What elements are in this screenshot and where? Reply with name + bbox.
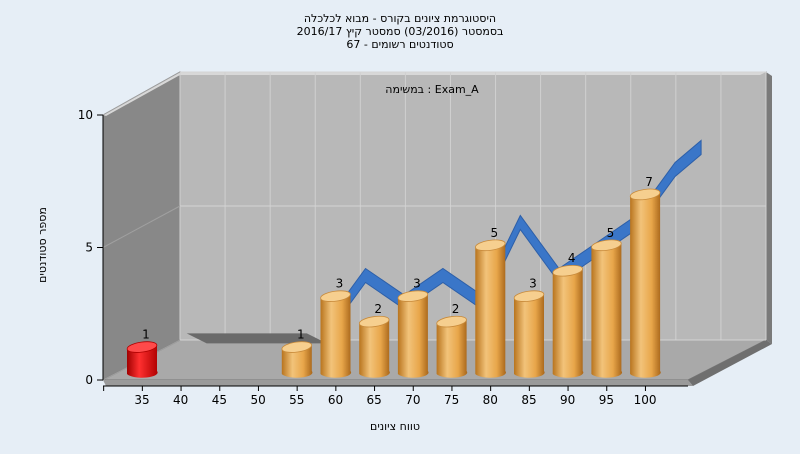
x-tick-label: 100 [634,393,657,407]
bar-top [475,239,506,252]
data-label: 4 [568,251,576,265]
bar-body [127,345,158,378]
bar-top [513,290,545,302]
ribbon-shadow [186,333,327,344]
bar-body [514,294,545,378]
x-tick-label: 80 [483,393,498,407]
bar-top [126,341,158,353]
x-tick-label: 50 [250,393,265,407]
bar-top [281,341,313,353]
bars [126,188,661,378]
floor-front-edge [103,380,693,386]
x-tick-label: 85 [521,393,536,407]
x-tick-label: 60 [328,393,343,407]
chart-annotation: במשימה : Exam_A [385,83,479,96]
y-tick-label: 10 [78,108,93,122]
data-label: 2 [374,302,382,316]
bar-body [359,320,390,378]
bar-body [436,320,468,378]
data-labels: 1 1 3 2 3 2 5 3 4 5 7 [142,175,653,342]
y-tick-label: 0 [85,373,93,387]
data-label: 1 [297,328,305,342]
bar-75 [436,315,468,378]
data-label: 5 [607,226,615,240]
bar-85 [513,290,545,378]
data-label: 1 [142,328,150,342]
data-label: 3 [336,277,344,291]
bar-body [320,294,352,378]
side-grid-line [102,205,181,248]
bar-body [630,192,661,378]
data-label: 3 [529,277,537,291]
x-tick-label: 70 [405,393,420,407]
bar-60 [320,290,352,378]
bar-65 [358,315,390,378]
bar-body [591,243,623,378]
data-label: 7 [645,175,653,189]
x-tick-label: 55 [289,393,304,407]
data-label: 5 [490,226,498,240]
data-label: 2 [452,302,460,316]
shadow-layer [186,333,327,344]
bar-70 [397,290,429,378]
data-label: 3 [413,277,421,291]
bar-top [358,315,390,328]
x-tick-label: 90 [560,393,575,407]
y-tick-label: 5 [85,241,93,255]
right-edge [766,72,772,344]
x-tick-label: 75 [444,393,459,407]
chart-title-line-2: בסמסטר (03/2016) סמסטר קיץ 2016/17 [297,25,504,38]
bar-body [552,269,584,378]
x-tick-label: 65 [367,393,382,407]
bar-35 [126,341,158,378]
bar-top [591,239,622,252]
side-grid-line [102,71,181,116]
bar-top [397,290,429,302]
bar-top [320,290,351,302]
chart-title-line-1: היסטוגרמת ציונים בקורס - מבוא לכלכלה [304,12,496,25]
bar-top [436,315,467,328]
x-tick-label: 40 [173,393,188,407]
bar-top [629,188,661,201]
floor [102,339,767,381]
bar-body [281,345,313,378]
bar-body [397,294,429,378]
bar-80 [475,239,506,378]
bar-top [552,264,583,277]
bar-100 [629,188,661,378]
y-axis-label: מספר סטודנטים [36,207,49,283]
bar-90 [552,264,584,378]
floor-right-edge [688,340,772,386]
bar-body [475,243,506,378]
bar-55 [281,341,313,378]
ribbon-layer [326,139,702,338]
ribbon-series [326,139,702,338]
x-tick-label: 45 [212,393,227,407]
x-tick-label: 95 [599,393,614,407]
bar-95 [591,239,623,378]
x-axis-label: טווח ציונים [370,420,420,433]
chart-title-line-3: סטודנטים רשומים - 67 [346,38,453,51]
x-tick-label: 35 [134,393,149,407]
grid [102,71,767,381]
